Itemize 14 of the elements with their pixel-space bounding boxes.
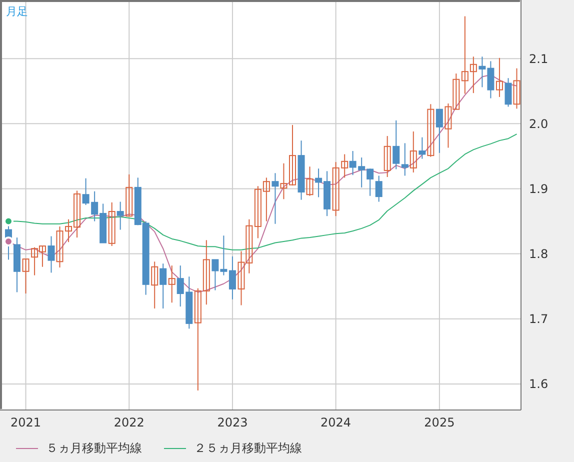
y-tick-label: 2.0 (529, 116, 548, 131)
x-tick-label: 2021 (10, 416, 42, 430)
legend-label: ２５ヵ月移動平均線 (194, 440, 302, 457)
text: 月足 (6, 4, 28, 19)
y-tick-label: 1.8 (529, 247, 548, 262)
y-tick-label: 2.1 (529, 52, 548, 66)
y-tick-label: 1.9 (529, 182, 548, 196)
x-tick-label: 2024 (320, 416, 352, 430)
y-tick-label: 1.6 (529, 377, 548, 392)
x-tick-label: 2023 (217, 416, 248, 430)
legend-label: ５ヵ月移動平均線 (46, 440, 142, 457)
y-tick-label: 1.7 (529, 312, 548, 326)
x-tick-label: 2025 (424, 416, 455, 430)
x-tick-label: 2022 (114, 416, 144, 430)
